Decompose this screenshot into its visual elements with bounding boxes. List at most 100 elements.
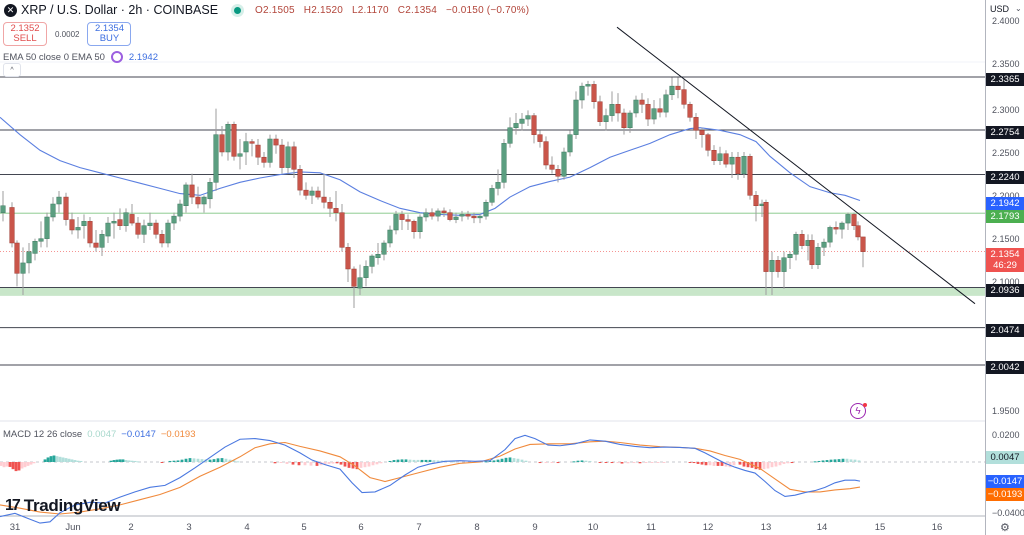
macd-histogram-bar	[335, 462, 339, 464]
candle-body	[351, 268, 357, 287]
macd-histogram-bar	[49, 456, 53, 462]
tradingview-wordmark: TradingView	[23, 496, 121, 515]
time-tick-label: 15	[874, 522, 886, 533]
candle-body	[663, 94, 669, 113]
macd-histogram-bar	[786, 462, 790, 464]
candle-body	[723, 153, 729, 165]
candle-body	[747, 156, 753, 196]
macd-histogram-bar	[500, 458, 504, 462]
macd-histogram-bar	[572, 461, 576, 463]
chevron-up-icon: ^	[10, 66, 14, 74]
macd-histogram-bar	[774, 462, 778, 467]
macd-histogram-bar	[400, 459, 404, 462]
price-tick-label: 2.4000	[992, 16, 1020, 26]
macd-histogram-bar	[11, 462, 15, 470]
candle-body	[573, 99, 579, 135]
macd-histogram-bar	[208, 459, 212, 462]
time-tick-label: 6	[358, 522, 364, 533]
macd-histogram-bar	[626, 462, 630, 464]
gear-icon[interactable]: ⚙	[1000, 522, 1010, 534]
candle-body	[93, 242, 99, 248]
candle-body	[111, 221, 117, 224]
xrp-symbol-icon: ✕	[4, 3, 17, 17]
price-label-level-6: 2.0474	[986, 324, 1024, 337]
candle-body	[231, 124, 237, 157]
candle-body	[763, 202, 769, 272]
notification-dot-icon	[863, 403, 867, 407]
candle-body	[621, 112, 627, 128]
candle-body	[357, 277, 363, 289]
ema-legend[interactable]: EMA 50 close 0 EMA 50 2.1942	[3, 51, 158, 63]
macd-histogram-bar	[550, 462, 554, 463]
last-price-value: 2.1354	[990, 249, 1020, 260]
candle-body	[309, 190, 315, 196]
macd-histogram-bar	[73, 460, 77, 462]
candle-body	[537, 134, 543, 142]
macd-histogram-bar	[303, 462, 307, 466]
candle-body	[195, 196, 201, 205]
candle-body	[675, 85, 681, 90]
macd-histogram-bar	[821, 460, 825, 462]
macd-histogram-bar	[327, 462, 331, 464]
lightning-alert-icon[interactable]: ϟ	[850, 403, 866, 419]
candle-body	[381, 242, 387, 255]
macd-histogram-bar	[168, 460, 172, 462]
candle-body	[405, 219, 411, 222]
candle-body	[183, 184, 189, 206]
descending-trendline	[616, 26, 976, 305]
macd-histogram-bar	[339, 462, 343, 465]
last-price-label: 2.1354 46:29	[986, 248, 1024, 272]
candle-body	[483, 202, 489, 217]
candle-body	[633, 99, 639, 114]
price-label-level-4: 2.1793	[986, 210, 1024, 223]
macd-histogram-bar	[492, 460, 496, 462]
tradingview-logo[interactable]: 17 TradingView	[5, 496, 121, 516]
sell-button[interactable]: 2.1352 SELL	[3, 22, 47, 46]
candle-body	[627, 112, 633, 128]
macd-signal-label: −0.0193	[986, 488, 1024, 501]
chevron-down-icon[interactable]: ⌄	[1015, 4, 1022, 13]
macd-histogram-bar	[656, 462, 660, 463]
collapse-legend-button[interactable]: ^	[3, 63, 21, 77]
macd-histogram-bar	[5, 462, 9, 467]
candle-body	[243, 141, 249, 153]
price-tick-label: 1.9500	[992, 406, 1020, 416]
candle-body	[465, 214, 471, 217]
macd-histogram-bar	[273, 462, 277, 464]
macd-histogram-bar	[488, 460, 492, 462]
macd-histogram-bar	[770, 462, 774, 468]
candle-body	[651, 108, 657, 120]
spread-value: 0.0002	[55, 29, 80, 39]
candle-body	[105, 222, 111, 237]
candle-body	[851, 214, 857, 226]
candle-body	[459, 214, 465, 217]
ema-loading-icon	[110, 51, 123, 63]
candle-body	[141, 225, 147, 235]
candle-body	[705, 134, 711, 151]
candle-body	[657, 108, 663, 113]
macd-histogram-bar	[632, 462, 636, 464]
macd-histogram-bar	[817, 460, 821, 462]
price-label-level-3: 2.2240	[986, 171, 1024, 184]
candle-body	[399, 214, 405, 220]
macd-histogram-bar	[610, 462, 614, 464]
time-tick-label: 11	[646, 522, 656, 533]
candle-body	[567, 134, 573, 153]
macd-histogram-bar	[343, 462, 347, 467]
macd-legend[interactable]: MACD 12 26 close 0.0047 −0.0147 −0.0193	[3, 429, 195, 440]
buy-button[interactable]: 2.1354 BUY	[87, 22, 132, 46]
candle-body	[123, 212, 129, 226]
price-tick-label: 2.2000	[992, 191, 1020, 201]
macd-histogram-bar	[738, 462, 742, 465]
candle-body	[345, 247, 351, 270]
macd-histogram-bar	[331, 462, 335, 464]
macd-histogram-bar	[849, 459, 853, 462]
candle-body	[225, 124, 231, 153]
currency-label[interactable]: USD	[990, 4, 1010, 14]
ema-legend-label: EMA 50 close 0 EMA 50	[3, 51, 105, 63]
candle-body	[489, 188, 495, 203]
symbol-title[interactable]: XRP / U.S. Dollar · 2h · COINBASE	[21, 3, 219, 17]
macd-histogram-bar	[297, 462, 301, 466]
macd-histogram-bar	[70, 459, 74, 462]
